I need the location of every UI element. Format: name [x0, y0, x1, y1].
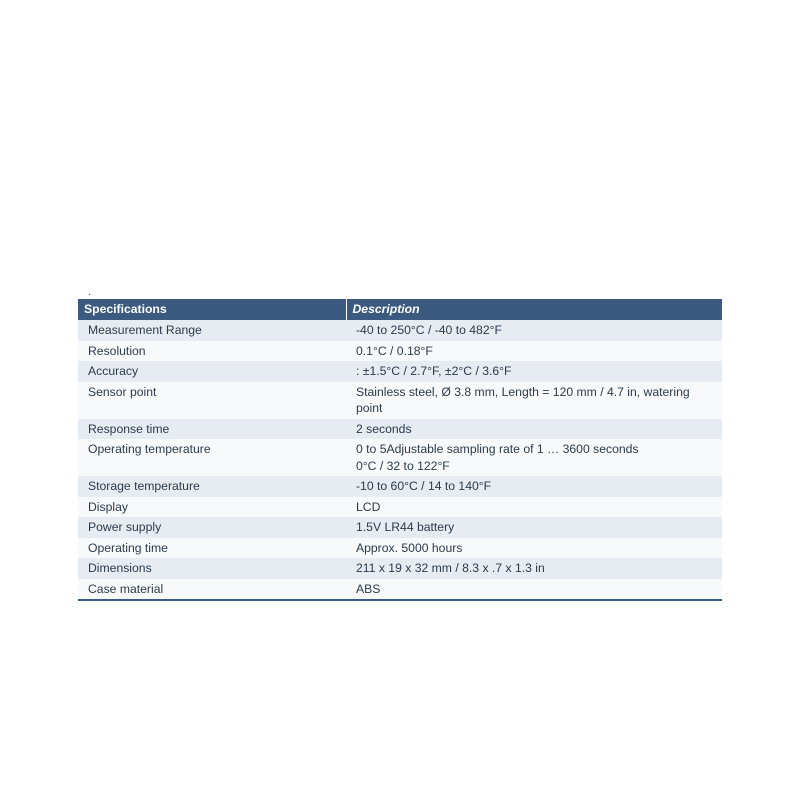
- desc-line: 0°C / 32 to 122°F: [356, 458, 716, 474]
- table-row: Response time2 seconds: [78, 419, 722, 439]
- spec-cell: Measurement Range: [78, 320, 346, 340]
- desc-cell: 0 to 5Adjustable sampling rate of 1 … 36…: [346, 439, 722, 476]
- spec-cell: Operating temperature: [78, 439, 346, 476]
- stray-dot: .: [78, 286, 722, 299]
- desc-cell: : ±1.5°C / 2.7°F, ±2°C / 3.6°F: [346, 361, 722, 381]
- table-row: Dimensions211 x 19 x 32 mm / 8.3 x .7 x …: [78, 558, 722, 578]
- table-row: Measurement Range-40 to 250°C / -40 to 4…: [78, 320, 722, 340]
- table-row: DisplayLCD: [78, 497, 722, 517]
- spec-table: Specifications Description Measurement R…: [78, 299, 722, 601]
- header-description: Description: [346, 299, 722, 320]
- table-row: Sensor pointStainless steel, Ø 3.8 mm, L…: [78, 382, 722, 419]
- desc-line: 0 to 5Adjustable sampling rate of 1 … 36…: [356, 441, 716, 457]
- desc-cell: -40 to 250°C / -40 to 482°F: [346, 320, 722, 340]
- desc-cell: Approx. 5000 hours: [346, 538, 722, 558]
- spec-cell: Dimensions: [78, 558, 346, 578]
- desc-cell: 211 x 19 x 32 mm / 8.3 x .7 x 1.3 in: [346, 558, 722, 578]
- desc-cell: 1.5V LR44 battery: [346, 517, 722, 537]
- desc-cell: -10 to 60°C / 14 to 140°F: [346, 476, 722, 496]
- desc-cell: Stainless steel, Ø 3.8 mm, Length = 120 …: [346, 382, 722, 419]
- table-row: Accuracy : ±1.5°C / 2.7°F, ±2°C / 3.6°F: [78, 361, 722, 381]
- table-row: Resolution0.1°C / 0.18°F: [78, 341, 722, 361]
- spec-table-container: . Specifications Description Measurement…: [78, 286, 722, 601]
- spec-cell: Sensor point: [78, 382, 346, 419]
- desc-cell: ABS: [346, 579, 722, 600]
- table-header-row: Specifications Description: [78, 299, 722, 320]
- table-row: Case materialABS: [78, 579, 722, 600]
- table-row: Power supply1.5V LR44 battery: [78, 517, 722, 537]
- table-row: Operating temperature 0 to 5Adjustable s…: [78, 439, 722, 476]
- desc-cell: 2 seconds: [346, 419, 722, 439]
- spec-cell: Resolution: [78, 341, 346, 361]
- spec-cell: Power supply: [78, 517, 346, 537]
- header-specifications: Specifications: [78, 299, 346, 320]
- spec-cell: Accuracy: [78, 361, 346, 381]
- desc-cell: 0.1°C / 0.18°F: [346, 341, 722, 361]
- table-row: Operating timeApprox. 5000 hours: [78, 538, 722, 558]
- spec-cell: Operating time: [78, 538, 346, 558]
- spec-table-body: Measurement Range-40 to 250°C / -40 to 4…: [78, 320, 722, 600]
- table-row: Storage temperature-10 to 60°C / 14 to 1…: [78, 476, 722, 496]
- spec-cell: Display: [78, 497, 346, 517]
- spec-cell: Storage temperature: [78, 476, 346, 496]
- spec-cell: Response time: [78, 419, 346, 439]
- desc-cell: LCD: [346, 497, 722, 517]
- spec-cell: Case material: [78, 579, 346, 600]
